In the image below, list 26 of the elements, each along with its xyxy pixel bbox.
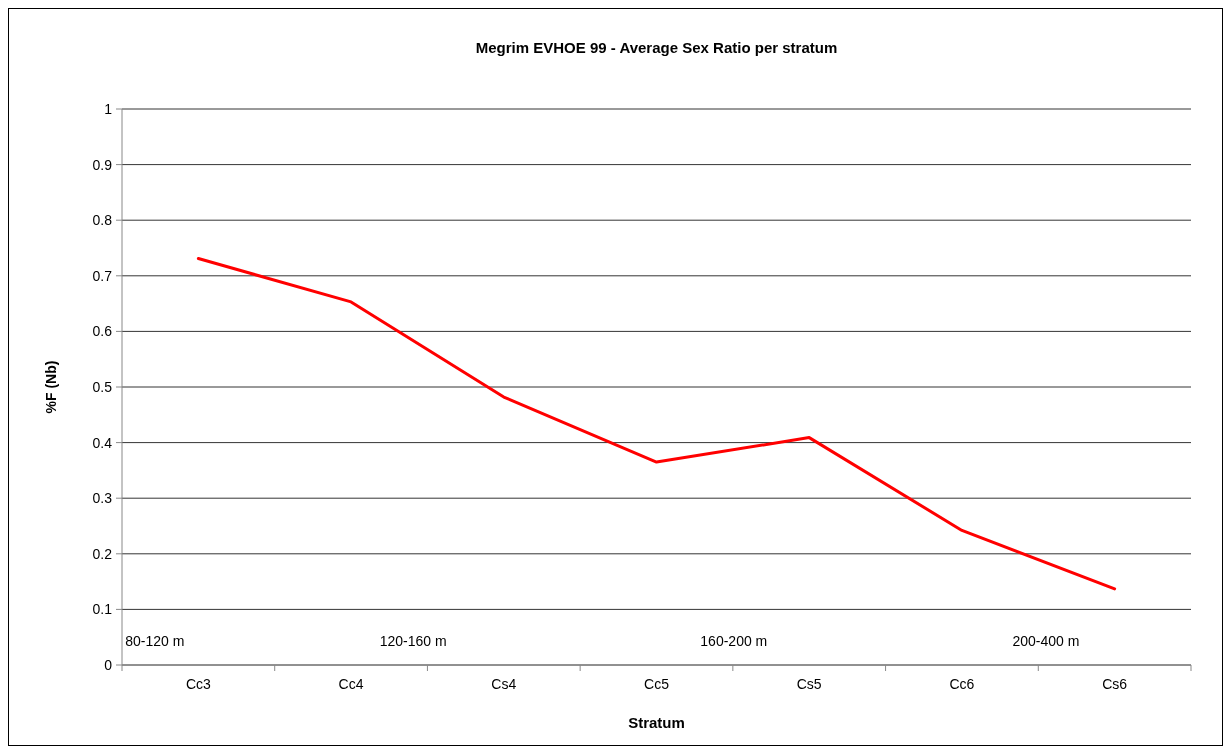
x-tick-label: Cc5 [644,676,670,692]
y-axis-title: %F (Nb) [43,360,59,414]
x-tick-label: Cs6 [1102,676,1128,692]
annotation: 160-200 m [700,633,768,649]
chart-title: Megrim EVHOE 99 - Average Sex Ratio per stratum [475,39,838,56]
y-tick-label: 0.6 [92,323,113,340]
annotation: 120-160 m [379,633,447,649]
annotation: 80-120 m [125,633,185,649]
x-tick-label: Cc3 [185,676,212,692]
x-tick-label: Cc4 [338,676,364,692]
y-tick-label: 0.4 [92,434,113,451]
annotation: 200-400 m [1012,633,1080,649]
y-tick-label: 0.1 [92,601,113,618]
y-tick-label: 0.7 [92,267,113,284]
y-tick-label: 0 [104,656,113,673]
line-series [196,257,1117,591]
y-tick-label: 0.8 [92,212,113,229]
x-axis-title: Stratum [628,714,685,731]
y-tick-label: 0.3 [92,490,113,507]
x-tick-label: Cs5 [796,676,822,692]
y-tick-label: 0.9 [92,156,113,173]
y-tick-label: 1 [104,100,113,117]
y-tick-label: 0.2 [92,545,113,562]
y-tick-label: 0.5 [92,378,113,395]
x-tick-label: Cc6 [949,676,975,692]
x-tick-label: Cs4 [491,676,517,692]
